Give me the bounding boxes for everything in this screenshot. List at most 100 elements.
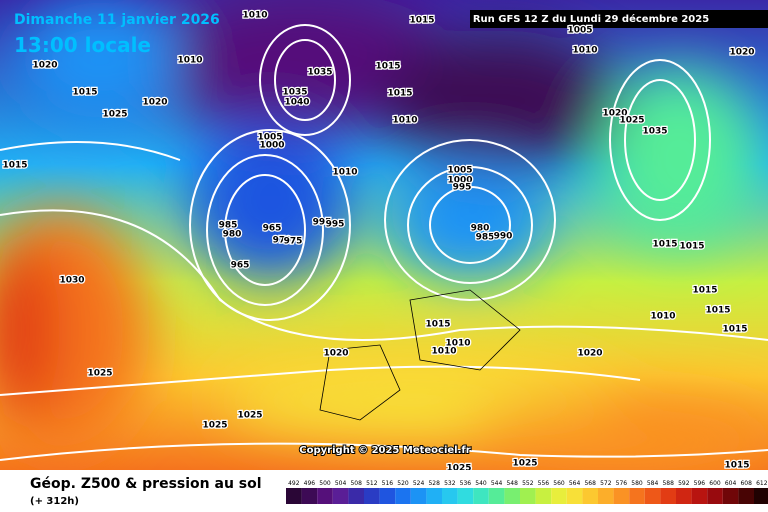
legend-swatch xyxy=(504,488,520,504)
isobar-label: 1020 xyxy=(142,98,167,108)
isobar-label: 1005 xyxy=(567,26,592,36)
color-legend: 492 496 500 504 508 512 516 520 524 528 532 536 540 5… xyxy=(286,480,768,504)
legend-tick-label: 560 xyxy=(553,480,565,487)
isobar-label: 1015 xyxy=(387,89,412,99)
legend-tick-label: 520 xyxy=(397,480,409,487)
legend-swatch xyxy=(691,488,708,504)
legend-tick-label: 496 xyxy=(304,480,316,487)
legend-tick-label: 564 xyxy=(569,480,581,487)
legend-swatch xyxy=(613,488,630,504)
isobar-label: 980 xyxy=(471,224,490,234)
isobar-label: 1010 xyxy=(392,116,417,126)
legend-swatch xyxy=(348,488,364,504)
legend-tick-label: 544 xyxy=(491,480,503,487)
isobar-label: 995 xyxy=(313,218,332,228)
legend-tick-label: 604 xyxy=(725,480,737,487)
footer-title: Géop. Z500 & pression au sol xyxy=(30,476,262,492)
legend-tick-label: 508 xyxy=(350,480,362,487)
legend-tick-label: 592 xyxy=(678,480,690,487)
isobar-label: 1010 xyxy=(242,11,267,21)
isobar-label: 1020 xyxy=(729,48,754,58)
isobar-label: 985 xyxy=(219,221,238,231)
isobar-label: 1010 xyxy=(431,347,456,357)
legend-swatch xyxy=(379,488,396,504)
isobar-label: 1040 xyxy=(284,98,309,108)
legend-tick-label: 540 xyxy=(475,480,487,487)
isobar-label: 1005 xyxy=(257,133,282,143)
isobar-label: 1020 xyxy=(602,109,627,119)
legend-tick-label: 524 xyxy=(413,480,425,487)
legend-swatch xyxy=(488,488,505,504)
isobar-label: 1020 xyxy=(32,61,57,71)
legend-swatch xyxy=(520,488,536,504)
legend-swatch xyxy=(660,488,676,504)
legend-tick-label: 504 xyxy=(335,480,347,487)
legend-swatch xyxy=(286,488,302,504)
legend-swatch xyxy=(598,488,614,504)
legend-swatch xyxy=(629,488,645,504)
isobar-label: 1025 xyxy=(237,411,262,421)
isobar-label: 1035 xyxy=(642,127,667,137)
isobar-label: 1015 xyxy=(2,161,27,171)
isobar-label: 965 xyxy=(263,224,282,234)
legend-swatch xyxy=(582,488,598,504)
isobar-label: 1025 xyxy=(87,369,112,379)
legend-swatch xyxy=(676,488,692,504)
legend-tick-label: 528 xyxy=(428,480,440,487)
legend-tick-label: 612 xyxy=(756,480,768,487)
legend-tick-label: 568 xyxy=(584,480,596,487)
legend-tick-label: 548 xyxy=(506,480,518,487)
isobar-label: 1015 xyxy=(692,286,717,296)
run-label: Run GFS 12 Z du Lundi 29 décembre 2025 xyxy=(473,13,709,25)
isobar-label: 1025 xyxy=(202,421,227,431)
isobar-label: 1000 xyxy=(259,141,284,151)
isobar-label: 975 xyxy=(284,237,303,247)
isobar-label: 970 xyxy=(273,236,292,246)
isobar-label: 1035 xyxy=(307,68,332,78)
legend-tick-label: 576 xyxy=(616,480,628,487)
isobar-label: 1015 xyxy=(72,88,97,98)
legend-swatch xyxy=(426,488,442,504)
legend-swatch xyxy=(566,488,583,504)
legend-tick-label: 512 xyxy=(366,480,378,487)
legend-swatch xyxy=(301,488,318,504)
legend-tick-label: 600 xyxy=(709,480,721,487)
legend-swatch xyxy=(395,488,411,504)
legend-tick-label: 516 xyxy=(382,480,394,487)
isobar-label: 1015 xyxy=(409,16,434,26)
copyright: Copyright © 2025 Meteociel.fr xyxy=(299,445,470,456)
isobar-label: 1020 xyxy=(323,349,348,359)
isobar-label: 995 xyxy=(453,183,472,193)
isobar-label: 1025 xyxy=(102,110,127,120)
legend-tick-label: 584 xyxy=(647,480,659,487)
legend-tick-label: 596 xyxy=(694,480,706,487)
time: 13:00 locale xyxy=(14,33,151,57)
legend-swatch xyxy=(364,488,380,504)
legend-swatch xyxy=(738,488,754,504)
isobar-label: 1015 xyxy=(724,461,749,471)
legend-swatch xyxy=(722,488,739,504)
isobar-label: 1025 xyxy=(619,116,644,126)
isobar-label: 1010 xyxy=(177,56,202,66)
legend-tick-label: 556 xyxy=(538,480,550,487)
legend-tick-label: 492 xyxy=(288,480,300,487)
isobar-label: 1015 xyxy=(679,242,704,252)
legend-swatch xyxy=(410,488,427,504)
isobar-label: 1010 xyxy=(445,339,470,349)
legend-swatch xyxy=(707,488,723,504)
legend-swatch xyxy=(442,488,458,504)
isobar-label: 1015 xyxy=(375,62,400,72)
legend-tick-label: 588 xyxy=(662,480,674,487)
map-background xyxy=(0,0,768,480)
legend-tick-label: 532 xyxy=(444,480,456,487)
isobar-label: 1000 xyxy=(447,176,472,186)
legend-tick-label: 536 xyxy=(460,480,472,487)
footer-lead: (+ 312h) xyxy=(30,496,79,507)
legend-swatch xyxy=(317,488,333,504)
isobar-label: 1010 xyxy=(332,168,357,178)
legend-tick-label: 608 xyxy=(740,480,752,487)
isobar-label: 1025 xyxy=(512,459,537,469)
isobar-label: 1020 xyxy=(577,349,602,359)
isobar-label: 1010 xyxy=(572,46,597,56)
